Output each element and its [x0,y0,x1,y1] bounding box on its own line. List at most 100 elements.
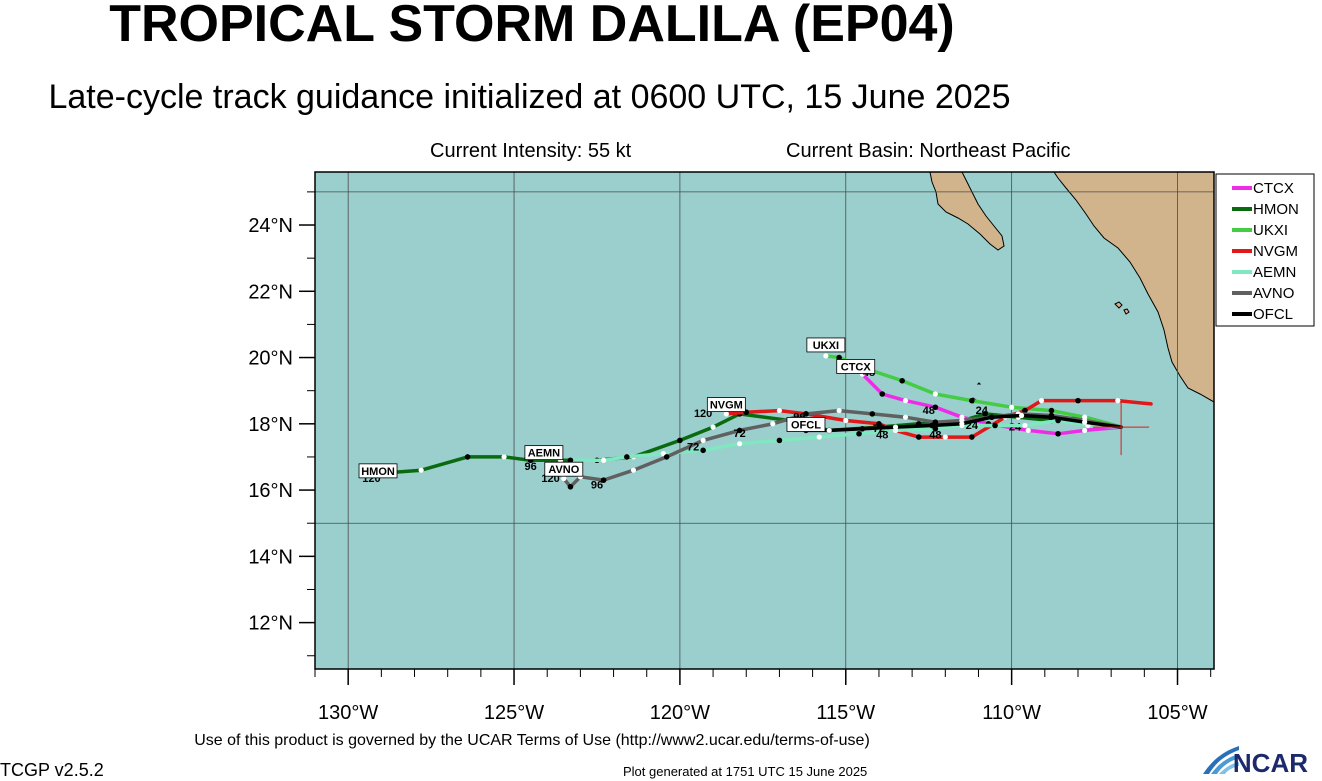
lon-tick-label: 120°W [650,702,710,724]
terms-of-use[interactable]: Use of this product is governed by the U… [194,732,870,749]
lat-tick-label: 14°N [248,546,293,568]
track-point-white [902,414,909,420]
model-end-label-box [358,463,398,479]
lon-tick-label: 115°W [816,702,875,724]
map-frame [314,171,1215,670]
current-intensity: Current Intensity: 55 kt [430,140,632,162]
forecast-hour-label: 72 [873,423,885,435]
track-point-white [1025,427,1031,434]
lon-tick-label: 110°W [982,702,1041,724]
track-point-black [856,430,862,437]
track-point-black [859,425,866,432]
track-point-white [843,417,849,424]
model-end-label: OFCL [791,419,821,431]
track-point-white [737,441,743,447]
legend-label-hmon: HMON [1253,201,1299,218]
legend-label-nvgm: NVGM [1253,243,1298,260]
model-end-label: UKXI [813,340,839,352]
legend-label-avno: AVNO [1253,285,1294,302]
track-nvgm [724,398,1153,439]
forecast-hour-label: 96 [525,461,537,473]
track-point-white [418,467,424,473]
track-point-white [823,353,829,359]
forecast-hour-label: 96 [591,479,603,491]
current-basin: Current Basin: Northeast Pacific [786,140,1071,162]
track-point-white [630,467,637,473]
track-point-black [988,414,995,420]
forecast-hour-label: 72 [733,428,745,440]
forecast-hour-label: 24 [976,405,989,417]
track-point-black [776,437,783,444]
track-point-white [601,457,607,463]
track-point-black [1048,407,1055,414]
current-position-marker [1093,399,1150,456]
track-point-black [915,434,922,440]
track-point-white [1022,422,1028,429]
track-point-white [770,421,776,427]
forecast-hour-label: 24 [966,420,979,432]
lon-tick-label: 105°W [1147,702,1207,724]
track-point-white [723,411,729,417]
track-point-black [992,422,998,429]
track-point-black [929,422,935,429]
legend-label-ofcl: OFCL [1253,306,1293,323]
model-end-label: CTCX [841,361,872,373]
plot-generated-time: Plot generated at 1751 UTC 15 June 2025 [623,764,868,779]
track-point-white [1082,419,1088,425]
track-point-black [600,477,607,483]
track-point-black [836,354,842,361]
track-point-white [1018,412,1025,419]
track-point-black [969,397,975,404]
track-point-black [677,437,683,444]
track-point-black [876,421,882,427]
lat-tick-label: 24°N [248,215,293,237]
track-point-white [710,424,716,430]
lat-tick-label: 12°N [248,613,293,635]
ncar-wave-icon [1202,746,1239,774]
track-point-white [836,407,842,414]
track-map: 1207248244812096727296120244872489624HMO… [248,171,1315,724]
track-point-black [932,404,939,411]
model-end-label: AEMN [528,448,560,460]
island-1 [1114,301,1123,309]
track-point-black [700,447,706,454]
track-point-black [663,454,670,460]
track-point-black [869,411,876,417]
lat-tick-label: 18°N [248,414,293,436]
track-point-black [982,411,988,417]
forecast-hour-label: 72 [687,441,699,453]
track-point-black [879,391,886,397]
track-point-black [1022,407,1028,414]
track-point-white [932,391,938,397]
map-grid [315,172,1214,669]
track-point-black [567,483,574,490]
track-point-white [1115,398,1121,404]
track-point-white [892,424,899,430]
track-point-black [736,427,743,434]
track-point-white [816,434,822,440]
track-point-white [700,437,706,443]
track-point-white [902,398,909,404]
track-point-white [561,475,567,482]
model-end-label-box [544,461,584,477]
track-point-white [1038,398,1045,404]
track-point-white [942,434,948,440]
track-point-black [803,411,809,417]
model-end-label-box [524,445,564,461]
model-end-label: AVNO [548,464,579,476]
ncar-logo: NCAR [1202,744,1308,776]
track-point-black [1048,414,1055,420]
forecast-hour-label: 48 [876,430,888,442]
track-point-white [826,427,832,434]
page-title: TROPICAL STORM DALILA (EP04) [109,0,955,53]
lat-tick-label: 20°N [248,348,293,370]
track-layer: 1207248244812096727296120244872489624HMO… [358,337,1153,491]
legend-label-aemn: AEMN [1253,264,1296,281]
island-2 [1123,308,1130,315]
forecast-hour-label: 24 [1009,421,1022,433]
track-point-black [464,454,471,460]
model-end-label-box [836,359,876,374]
model-end-label-box [806,337,846,353]
track-point-black [567,457,574,464]
lat-tick-label: 16°N [248,480,293,502]
